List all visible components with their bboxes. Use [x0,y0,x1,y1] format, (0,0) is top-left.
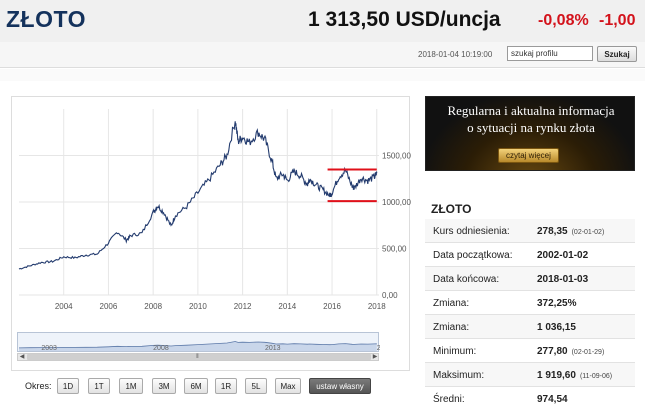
stat-value: 2002-01-02 [537,250,589,261]
search-input[interactable] [507,46,593,61]
promo-banner[interactable]: Regularna i aktualna informacja o sytuac… [425,96,635,171]
navigator-tick-label: 2008 [153,345,169,352]
range-button-custom[interactable]: ustaw własny [309,378,371,394]
range-button-1t[interactable]: 1T [88,378,110,394]
stat-row: Zmiana: 1 036,15 [425,315,635,339]
stat-label: Średni: [433,394,465,404]
stat-row: Minimum: 277,80 (02-01-29) [425,339,635,363]
range-button-1d[interactable]: 1D [57,378,79,394]
promo-subline: o sytuacji na rynku złota [467,120,595,135]
page-title: ZŁOTO [6,6,87,32]
range-button-6m[interactable]: 6M [184,378,208,394]
search-button[interactable]: Szukaj [597,46,637,62]
range-button-1r[interactable]: 1R [215,378,237,394]
navigator-chart: 2003 2008 2013 2018 [18,341,392,352]
x-tick-label: 2010 [189,302,207,311]
stat-row: Maksimum: 1 919,60 (11-09-06) [425,363,635,387]
stat-row: Data początkowa: 2002-01-02 [425,243,635,267]
y-tick-label: 1500,00 [382,152,411,161]
stat-label: Data końcowa: [433,274,500,285]
range-button-3m[interactable]: 3M [152,378,176,394]
change-absolute: -1,00 [599,12,636,29]
grip-icon: ⦀ [196,354,199,360]
x-tick-label: 2012 [234,302,252,311]
stats-title: ZŁOTO [431,202,472,216]
header-bar [0,0,645,42]
x-tick-label: 2008 [144,302,162,311]
scroll-left-icon[interactable]: ◀ [19,354,25,360]
x-tick-label: 2018 [368,302,386,311]
range-button-max[interactable]: Max [275,378,301,394]
range-label: Okres: [25,381,52,391]
chart-navigator[interactable]: 2003 2008 2013 2018 ◀ ⦀ ▶ [17,332,392,362]
navigator-area [19,341,377,351]
stat-value: 1 919,60 (11-09-06) [537,370,613,381]
stat-label: Minimum: [433,346,477,357]
navigator-tick-label: 2013 [265,345,281,352]
navigator-tick-label: 2018 [377,345,380,352]
x-tick-label: 2006 [100,302,118,311]
stat-row: Zmiana: 372,25% [425,291,635,315]
y-tick-label: 500,00 [382,245,407,254]
stat-row: Data końcowa: 2018-01-03 [425,267,635,291]
navigator-tick-label: 2003 [41,345,57,352]
x-tick-label: 2014 [278,302,296,311]
stat-value: 277,80 (02-01-29) [537,346,605,357]
navigator-scrollbar[interactable]: ◀ ⦀ ▶ [17,353,379,361]
stat-value: 2018-01-03 [537,274,589,285]
y-tick-label: 0,00 [382,291,398,300]
stat-row: Kurs odniesienia: 278,35 (02-01-02) [425,219,635,243]
stat-label: Zmiana: [433,322,470,333]
price-line [18,121,378,270]
stat-label: Data początkowa: [433,250,513,261]
y-tick-label: 1000,00 [382,198,411,207]
promo-headline: Regularna i aktualna informacja [447,103,615,118]
stat-value: 372,25% [537,298,577,309]
price-chart-panel[interactable]: 0,00 500,00 1000,00 1500,00 2004 2006 2008 2010… [11,96,411,372]
navigator-window[interactable]: 2003 2008 2013 2018 [17,332,392,352]
price-value: 1 313,50 USD/uncja [308,8,501,31]
x-tick-label: 2016 [323,302,341,311]
read-more-button[interactable]: czytaj więcej [498,148,559,163]
range-button-5l[interactable]: 5L [245,378,267,394]
stat-row: Średni: 974,54 [425,387,635,404]
navigator-line [18,341,377,349]
stat-label: Kurs odniesienia: [433,226,510,237]
stat-value: 1 036,15 [537,322,576,333]
separator [0,69,645,81]
quote-timestamp: 2018-01-04 10:19:00 [418,50,493,59]
scrollbar-thumb[interactable] [27,354,371,360]
stat-value: 974,54 [537,394,568,404]
scroll-right-icon[interactable]: ▶ [372,354,378,360]
change-percent: -0,08% [538,12,589,29]
stat-label: Zmiana: [433,298,470,309]
stat-label: Maksimum: [433,370,485,381]
price-chart[interactable]: 0,00 500,00 1000,00 1500,00 2004 2006 2008 2010… [12,97,411,372]
x-tick-label: 2004 [55,302,73,311]
stat-value: 278,35 (02-01-02) [537,226,605,237]
range-button-1m[interactable]: 1M [119,378,143,394]
